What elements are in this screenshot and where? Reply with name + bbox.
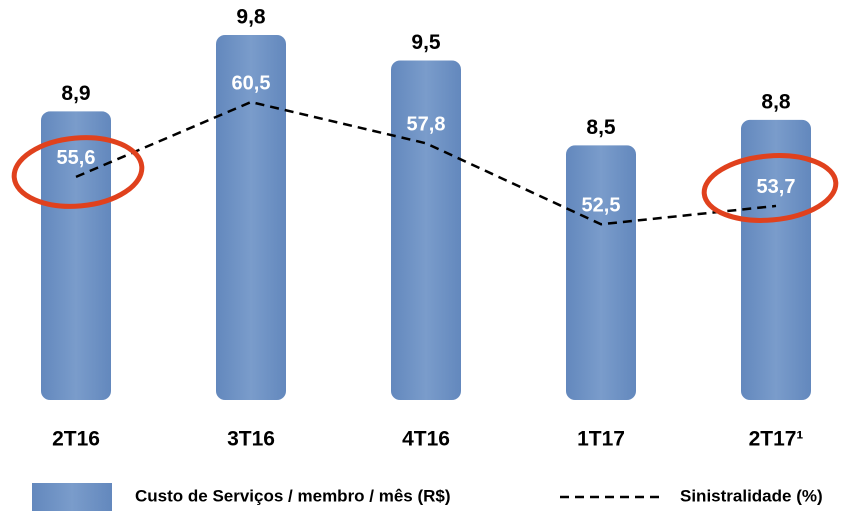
bar [391,60,461,400]
bar-value-label: 9,5 [411,31,441,54]
bar-value-label: 8,8 [761,90,791,113]
bars [41,34,811,400]
x-tick-label: 3T16 [227,428,275,451]
line-value-label: 55,6 [57,147,96,169]
line-value-label: 52,5 [582,195,621,217]
line-value-label: 60,5 [232,72,271,94]
x-tick-label: 2T16 [52,428,100,451]
legend-label: Sinistralidade (%) [680,486,823,505]
x-tick-label: 4T16 [402,428,450,451]
line [75,100,777,226]
bar [41,111,111,400]
bar [566,145,636,400]
x-tick-label: 1T17 [577,428,625,451]
line-value-label: 53,7 [757,176,796,198]
highlight-ring [701,153,839,223]
lines [75,100,777,226]
bar [216,34,286,400]
x-tick-label: 2T17¹ [749,428,804,451]
legend-label: Custo de Serviços / membro / mês (R$) [135,486,451,505]
bar-value-label: 8,5 [586,116,616,139]
bar [741,119,811,400]
line-value-label: 57,8 [407,114,446,136]
bar-value-label: 9,8 [236,6,266,29]
highlight-rings [11,135,839,223]
bar-value-label: 8,9 [61,82,90,105]
legend-swatch-bar [32,483,112,511]
highlight-ring [11,135,145,209]
labels: 2T16 3T16 4T16 1T17 2T17¹ 8,9 9,8 9,5 8,5 8,8 55,6… [52,6,803,451]
